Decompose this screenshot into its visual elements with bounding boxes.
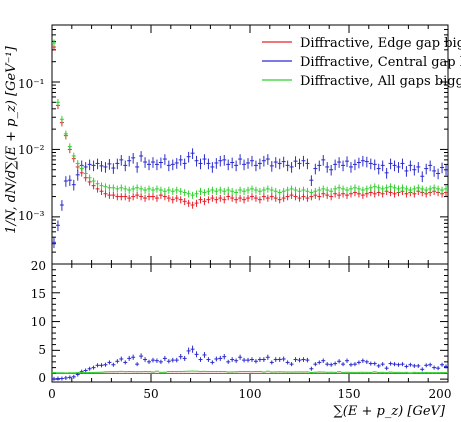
main-ytick-label-1: 10⁻² — [18, 143, 45, 157]
ratio-ytick-label-4: 20 — [31, 259, 46, 273]
legend-label-central: Diffractive, Central gap bi — [300, 55, 461, 70]
xtick-label-1: 50 — [143, 387, 158, 401]
main-series-layer — [51, 39, 449, 249]
y-axis-title: 1/N, dN/d∑(E + p_z) [GeV⁻¹] — [4, 45, 19, 233]
series-2 — [51, 370, 449, 374]
main-ytick-label-2: 10⁻³ — [18, 209, 45, 223]
ratio-ytick-label-1: 5 — [38, 343, 46, 357]
ratio-ytick-label-3: 15 — [31, 287, 46, 301]
series-1 — [51, 345, 449, 381]
ratio-series-layer — [51, 345, 449, 381]
ratio-ytick-label-0: 0 — [38, 371, 46, 385]
main-ytick-label-0: 10⁻¹ — [18, 77, 44, 91]
series-0 — [51, 43, 449, 209]
series-0 — [51, 372, 449, 374]
legend-label-edge: Diffractive, Edge gap bigg — [300, 36, 461, 51]
legend-label-all: Diffractive, All gaps bigge — [300, 74, 461, 89]
legend: Diffractive, Edge gap bigg Diffractive, … — [262, 36, 461, 89]
ratio-ytick-label-2: 10 — [31, 315, 46, 329]
series-2 — [51, 39, 449, 199]
ratio-axis-ticks — [51, 263, 449, 382]
xtick-label-0: 0 — [48, 387, 56, 401]
series-1 — [51, 148, 449, 249]
x-axis-title: ∑(E + p_z) [GeV] — [334, 404, 446, 419]
xtick-label-2: 100 — [239, 387, 262, 401]
xtick-label-4: 200 — [429, 387, 452, 401]
xtick-label-3: 150 — [338, 387, 361, 401]
